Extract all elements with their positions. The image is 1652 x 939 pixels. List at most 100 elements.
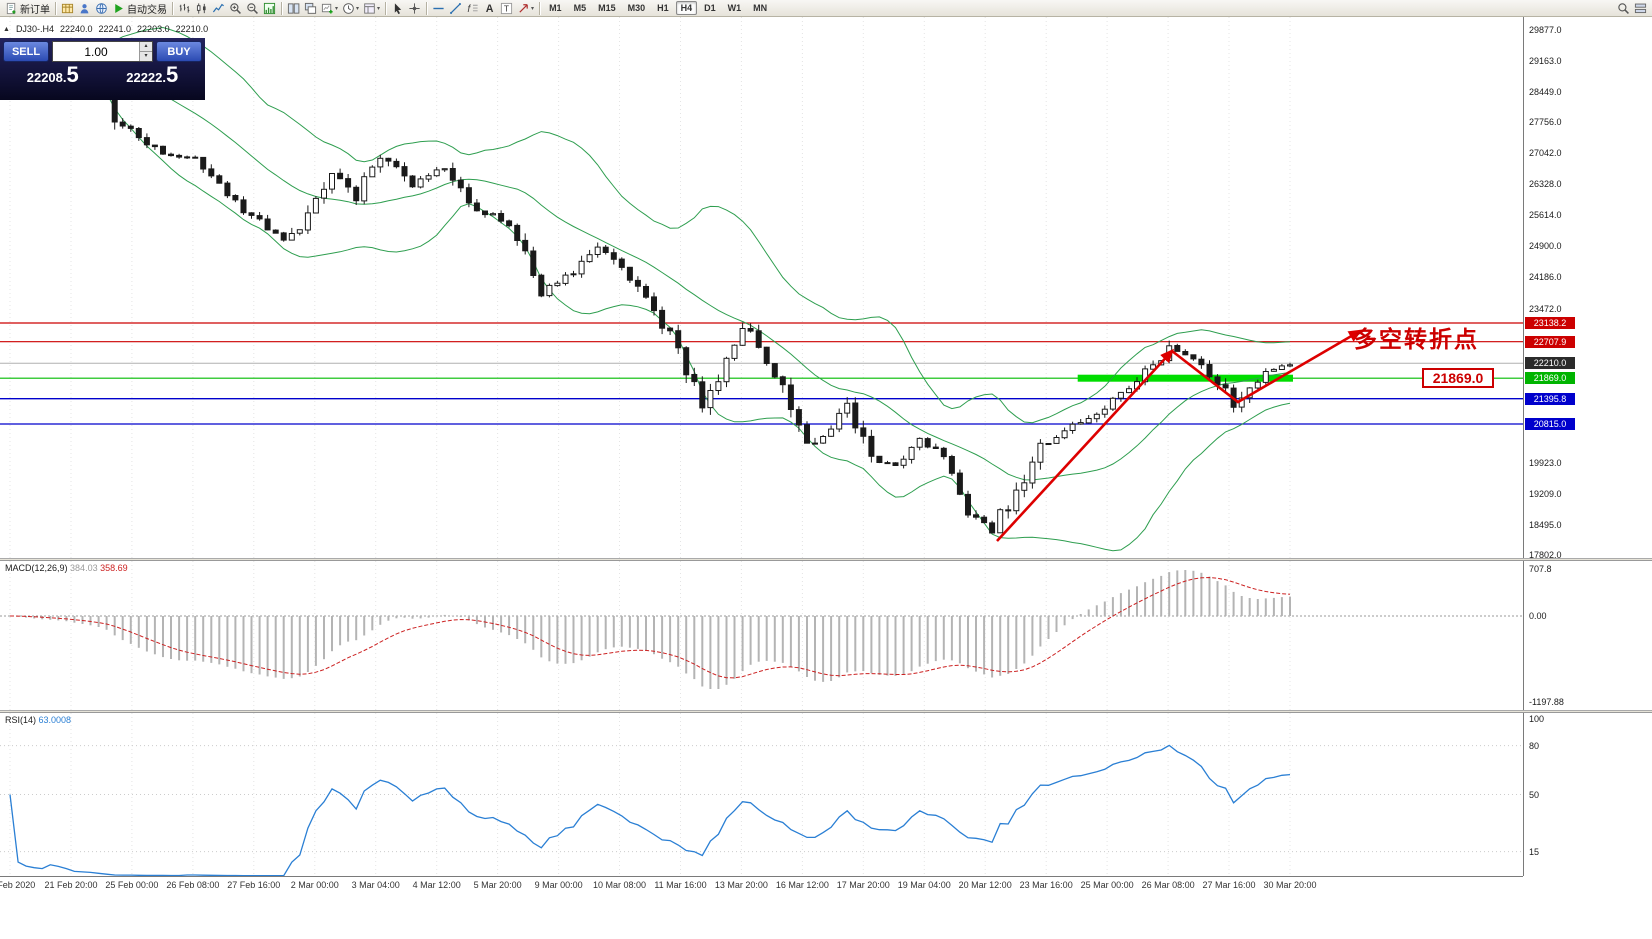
rsi-canvas[interactable] [0, 713, 1523, 876]
trendline-tool-icon[interactable] [447, 1, 464, 16]
timeframe-h4-button[interactable]: H4 [675, 1, 698, 15]
templates-button[interactable]: ▾ [361, 1, 382, 16]
high-value: 22241.0 [98, 24, 132, 34]
price-tag: 22707.9 [1525, 335, 1575, 348]
price-tick: 27756.0 [1529, 117, 1562, 128]
dropdown-arrow-icon: ▾ [531, 5, 535, 12]
market-watch-icon[interactable] [59, 1, 76, 16]
time-label: 19 Mar 04:00 [897, 880, 951, 890]
time-label: 4 Mar 12:00 [412, 880, 461, 890]
auto-scroll-icon[interactable] [261, 1, 278, 16]
periods-button[interactable]: ▾ [340, 1, 361, 16]
symbol-period: DJ30-.H4 [15, 24, 54, 34]
toolbars-icon[interactable] [1632, 1, 1649, 16]
price-tick: 29163.0 [1529, 56, 1562, 66]
close-value: 22210.0 [175, 24, 209, 34]
search-icon[interactable] [1615, 1, 1632, 16]
zoom-out-icon[interactable] [244, 1, 261, 16]
time-label: 30 Mar 20:00 [1263, 880, 1317, 890]
toolbar-separator [172, 1, 173, 15]
candle-chart-icon[interactable] [193, 1, 210, 16]
time-label: 20 Mar 12:00 [958, 880, 1012, 890]
volume-down-button[interactable]: ▾ [140, 52, 152, 61]
time-label: 3 Mar 04:00 [351, 880, 400, 890]
cascade-windows-icon[interactable] [302, 1, 319, 16]
panel-splitter[interactable] [0, 710, 1652, 713]
timeframe-w1-button[interactable]: W1 [727, 3, 742, 13]
hline-tool-icon[interactable] [430, 1, 447, 16]
time-label: 16 Mar 12:00 [775, 880, 829, 890]
macd-label: MACD(12,26,9) 384.03 358.69 [5, 563, 128, 573]
time-label: 9 Mar 00:00 [534, 880, 583, 890]
timeframe-mn-button[interactable]: MN [753, 3, 768, 13]
time-label: 27 Feb 16:00 [227, 880, 281, 890]
data-window-icon[interactable] [76, 1, 93, 16]
timeframe-m15-button[interactable]: M15 [598, 3, 616, 13]
price-tick: 24900.0 [1529, 241, 1562, 252]
toolbar-separator [55, 1, 56, 15]
time-label: 5 Mar 20:00 [473, 880, 522, 890]
toolbar-separator [426, 1, 428, 15]
price-tag: 21869.0 [1525, 372, 1575, 385]
price-chart-canvas[interactable] [0, 17, 1523, 558]
new-order-button[interactable]: 新订单 [3, 1, 52, 16]
price-axis[interactable]: 29877.0 29163.0 28449.0 27756.0 27042.0 26328… [1523, 17, 1652, 560]
toolbar-separator [385, 1, 387, 15]
panel-splitter[interactable] [0, 558, 1652, 561]
tile-windows-icon[interactable] [285, 1, 302, 16]
macd-tick: 0.00 [1529, 611, 1547, 621]
label-tool-icon[interactable]: T [498, 1, 515, 16]
crosshair-icon[interactable] [406, 1, 423, 16]
time-label: 20 Feb 2020 [0, 880, 36, 890]
navigator-icon[interactable] [93, 1, 110, 16]
line-chart-icon[interactable] [210, 1, 227, 16]
svg-text:T: T [504, 3, 509, 13]
macd-tick: 707.8 [1529, 564, 1552, 574]
timeframe-d1-button[interactable]: D1 [704, 3, 716, 13]
svg-text:A: A [486, 3, 494, 15]
price-tick: 19209.0 [1529, 488, 1562, 499]
dropdown-arrow-icon: ▾ [356, 5, 360, 12]
sell-price[interactable]: 22208.5 [26, 62, 79, 87]
cursor-icon[interactable] [389, 1, 406, 16]
rsi-axis[interactable]: 100 80 50 15 [1523, 713, 1652, 876]
timeframe-m1-button[interactable]: M1 [549, 3, 562, 13]
macd-canvas[interactable] [0, 561, 1523, 710]
fibonacci-tool-icon[interactable]: f [464, 1, 481, 16]
price-tick: 17802.0 [1529, 550, 1562, 560]
bar-chart-icon[interactable] [176, 1, 193, 16]
dropdown-arrow-icon: ▾ [377, 5, 381, 12]
volume-spinner: ▴ ▾ [139, 42, 152, 61]
rsi-tick: 100 [1529, 714, 1545, 724]
collapse-panel-icon[interactable]: ▲ [3, 25, 10, 33]
text-tool-icon[interactable]: A [481, 1, 498, 16]
time-axis[interactable]: 20 Feb 2020 21 Feb 20:00 25 Feb 00:00 26 Fe… [0, 876, 1523, 894]
sell-button[interactable]: SELL [3, 41, 49, 62]
chart-annotation-text: 多空转折点 [1354, 326, 1479, 352]
arrows-tool-button[interactable]: ▾ [515, 1, 536, 16]
rsi-panel: 100 80 50 15 RSI(14) 63.0008 [0, 713, 1652, 876]
time-label: 2 Mar 00:00 [290, 880, 339, 890]
buy-button[interactable]: BUY [156, 41, 202, 62]
dropdown-arrow-icon: ▾ [335, 5, 339, 12]
price-tick: 18495.0 [1529, 519, 1562, 530]
price-tick: 25614.0 [1529, 210, 1562, 221]
buy-price[interactable]: 22222.5 [126, 62, 179, 87]
time-label: 13 Mar 20:00 [714, 880, 768, 890]
zoom-in-icon[interactable] [227, 1, 244, 16]
timeframe-m30-button[interactable]: M30 [627, 3, 646, 13]
new-chart-button[interactable]: ▾ [319, 1, 340, 16]
price-tick: 29877.0 [1529, 25, 1562, 35]
timeframe-h1-button[interactable]: H1 [657, 3, 669, 13]
timeframe-m5-button[interactable]: M5 [573, 3, 587, 13]
time-label: 21 Feb 20:00 [44, 880, 98, 890]
price-tick: 26328.0 [1529, 179, 1562, 190]
macd-axis[interactable]: 707.8 0.00 -1197.88 [1523, 561, 1652, 710]
volume-up-button[interactable]: ▴ [140, 42, 152, 52]
time-label: 25 Feb 00:00 [105, 880, 159, 890]
auto-trading-button[interactable]: 自动交易 [110, 1, 169, 16]
volume-input[interactable] [53, 42, 139, 61]
volume-field: ▴ ▾ [52, 41, 153, 62]
toolbar-separator [281, 1, 282, 15]
